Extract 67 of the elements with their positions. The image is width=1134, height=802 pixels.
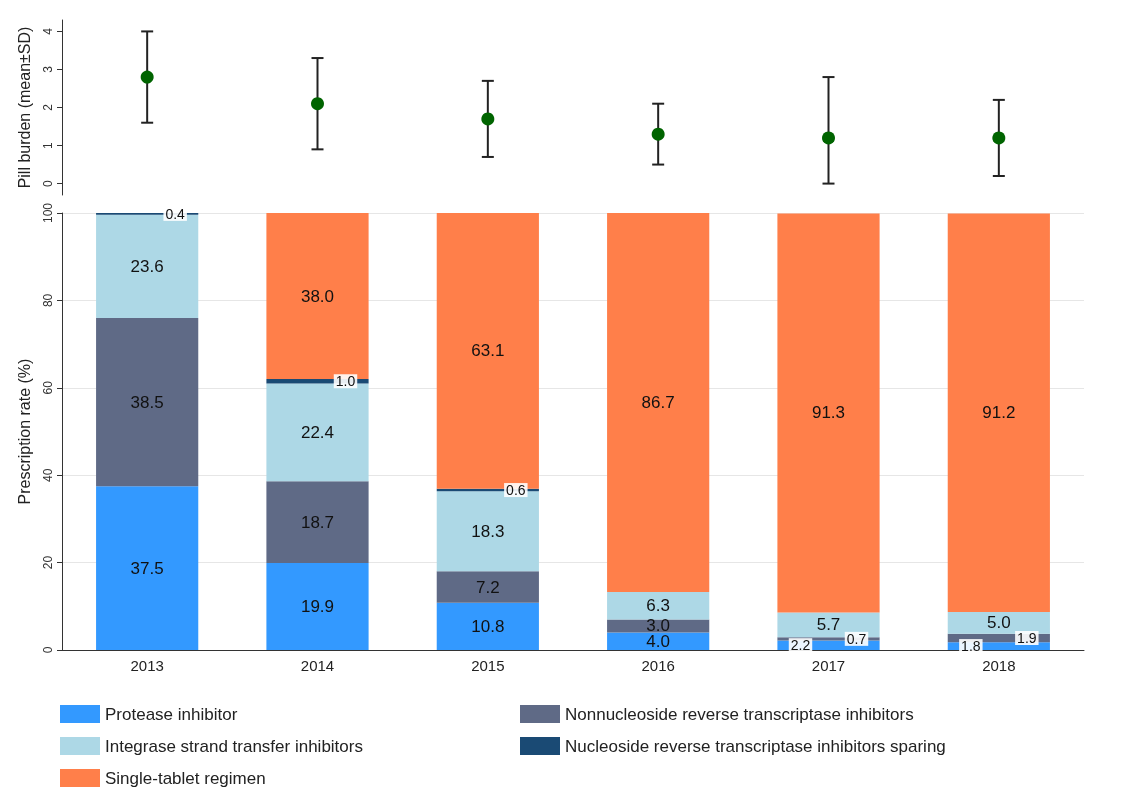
- data-label: 18.3: [471, 521, 505, 541]
- point: [992, 131, 1006, 145]
- x-tick-label: 2015: [471, 657, 505, 674]
- legend-label: Nonnucleoside reverse transcriptase inhibitors: [565, 704, 914, 724]
- bar: [607, 632, 710, 650]
- data-label: 1.9: [1017, 629, 1037, 646]
- data-label: 0.6: [506, 482, 526, 499]
- x-tick-label: 2016: [641, 657, 675, 674]
- data-label: 22.4: [300, 422, 335, 442]
- y-tick-label: 0: [41, 646, 55, 654]
- x-tick-label: 2018: [982, 657, 1016, 674]
- data-label: 38.0: [300, 286, 335, 306]
- y-tick-label: 60: [41, 380, 55, 395]
- bar: [436, 571, 539, 603]
- data-label: 10.8: [471, 616, 505, 636]
- data-label: 7.2: [476, 577, 500, 597]
- legend-label: Nucleoside reverse transcriptase inhibitors sparing: [565, 736, 946, 756]
- data-label: 2.2: [790, 637, 811, 654]
- bar: [96, 317, 199, 487]
- data-label: 5.7: [816, 615, 841, 635]
- bar: [266, 563, 369, 650]
- data-label: 5.0: [987, 613, 1011, 633]
- data-label: 23.6: [130, 256, 164, 276]
- y-axis-title: Prescription rate (%): [15, 358, 33, 505]
- legend-label: Integrase strand transfer inhibitors: [105, 736, 363, 756]
- data-label: 38.5: [130, 392, 164, 412]
- bar: [607, 619, 710, 633]
- x-tick-label: 2013: [130, 657, 164, 674]
- bar: [947, 611, 1050, 634]
- y-tick-label: 20: [41, 555, 55, 570]
- x-tick-label: 2014: [300, 657, 335, 674]
- data-label: 37.5: [130, 558, 164, 578]
- data-label: 1.0: [335, 373, 356, 390]
- data-label: 91.2: [982, 403, 1016, 423]
- data-label: 86.7: [641, 392, 675, 412]
- y-tick-label: 0: [41, 179, 55, 187]
- point: [481, 112, 495, 126]
- data-label: 19.9: [300, 597, 335, 617]
- data-label: 63.1: [471, 341, 505, 361]
- point: [140, 70, 154, 84]
- data-label: 6.3: [646, 596, 670, 616]
- bar: [607, 213, 710, 592]
- y-tick-label: 80: [41, 293, 55, 308]
- data-label: 91.3: [811, 403, 846, 423]
- legend-label: Protease inhibitor: [105, 704, 238, 724]
- y-tick-label: 100: [41, 202, 55, 224]
- legend-label: Single-tablet regimen: [105, 768, 266, 788]
- y-tick-label: 1: [41, 141, 55, 149]
- bar: [947, 213, 1050, 612]
- point: [311, 97, 324, 111]
- bar: [96, 486, 199, 650]
- y-tick-label: 3: [41, 65, 55, 73]
- bar: [266, 481, 369, 564]
- y-tick-label: 2: [41, 103, 55, 111]
- bar: [436, 602, 539, 650]
- data-label: 0.4: [165, 205, 186, 222]
- bar: [777, 213, 880, 613]
- y-tick-label: 40: [41, 468, 55, 482]
- y-axis-title: Pill burden (mean±SD): [15, 26, 33, 189]
- point: [651, 127, 665, 141]
- data-label: 18.7: [300, 512, 335, 532]
- data-label: 0.7: [846, 630, 867, 647]
- x-tick-label: 2017: [811, 657, 846, 674]
- data-label: 1.8: [961, 638, 981, 655]
- point: [822, 131, 835, 145]
- y-tick-label: 4: [41, 27, 55, 35]
- bar: [607, 591, 710, 620]
